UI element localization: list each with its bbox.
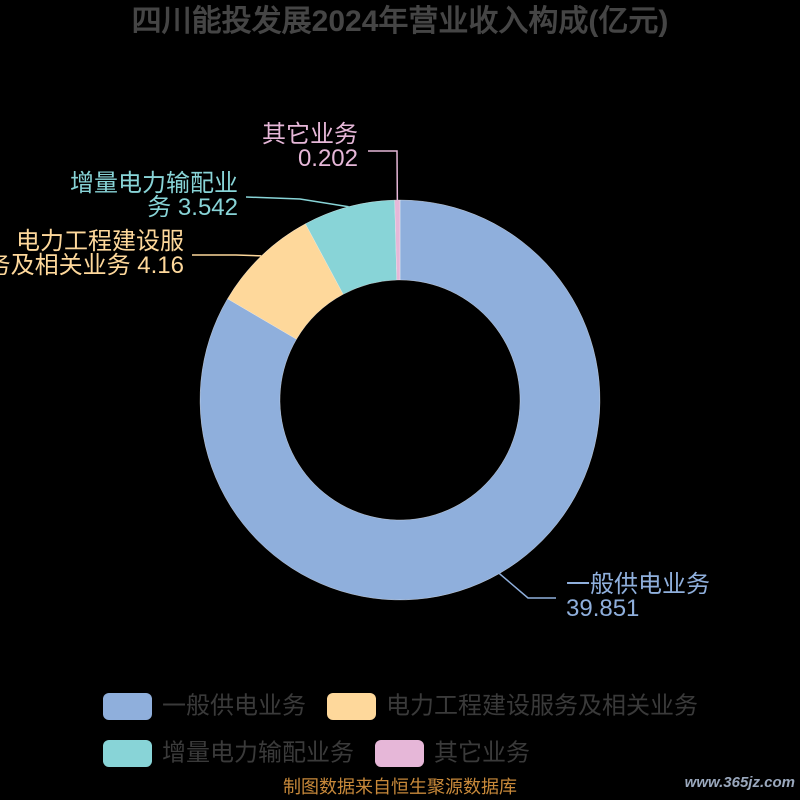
data-label-line: 39.851 [566, 595, 639, 622]
data-label-incremental-distribution: 增量电力输配业务 3.542 [70, 170, 238, 221]
slice-general-power-supply [199, 199, 601, 601]
chart-title: 四川能投发展2024年营业收入构成(亿元) [132, 5, 669, 38]
legend-label-general-power-supply: 一般供电业务 [162, 692, 306, 719]
legend-item-incremental-distribution: 增量电力输配业务 [103, 739, 354, 767]
data-label-power-engineering-services: 电力工程建设服务及相关业务 4.16 [0, 228, 184, 279]
data-label-line: 务 3.542 [147, 194, 238, 221]
data-label-line: 其它业务 [262, 121, 358, 148]
legend-swatch-general-power-supply [103, 693, 152, 720]
legend-label-power-engineering-services: 电力工程建设服务及相关业务 [386, 692, 698, 719]
donut-slices [199, 199, 601, 601]
legend-item-power-engineering-services: 电力工程建设服务及相关业务 [327, 692, 698, 720]
data-label-line: 务及相关业务 4.16 [0, 252, 184, 279]
slice-data-labels: 一般供电业务 39.851 电力工程建设服务及相关业务 4.16 增量电力输配业务 3… [0, 121, 710, 622]
legend-item-general-power-supply: 一般供电业务 [103, 692, 306, 720]
data-source-note: 制图数据来自恒生聚源数据库 [283, 777, 517, 797]
data-label-line: 0.202 [298, 145, 358, 172]
label-leader-lines [192, 150, 556, 599]
data-label-line: 电力工程建设服 [16, 228, 184, 255]
slice-other-business [394, 199, 401, 281]
legend-item-other-business: 其它业务 [375, 739, 530, 767]
legend-swatch-other-business [375, 740, 424, 767]
leader-line-other-business [368, 150, 399, 201]
legend-label-other-business: 其它业务 [434, 739, 530, 766]
legend-swatch-incremental-distribution [103, 740, 152, 767]
leader-line-general-power-supply [498, 572, 556, 599]
data-label-line: 增量电力输配业 [70, 170, 238, 197]
legend: 一般供电业务 电力工程建设服务及相关业务 增量电力输配业务 其它业务 [103, 692, 698, 767]
data-label-line: 一般供电业务 [566, 571, 710, 598]
data-label-other-business: 其它业务 0.202 [262, 121, 358, 172]
leader-line-power-engineering-services [192, 254, 262, 257]
legend-label-incremental-distribution: 增量电力输配业务 [162, 739, 354, 766]
legend-swatch-power-engineering-services [327, 693, 376, 720]
site-watermark: www.365jz.com [685, 774, 795, 791]
data-label-general-power-supply: 一般供电业务 39.851 [566, 571, 710, 622]
leader-line-incremental-distribution [245, 196, 349, 208]
